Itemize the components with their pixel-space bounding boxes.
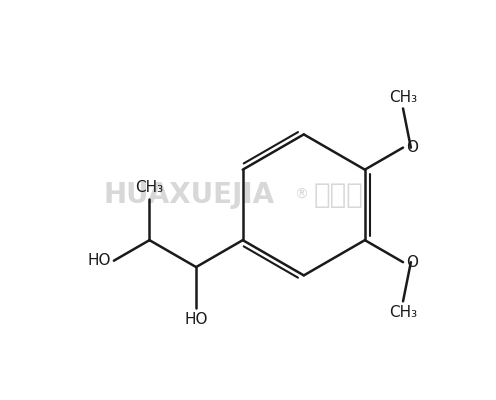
Text: CH₃: CH₃ [135,180,164,195]
Text: CH₃: CH₃ [389,305,417,320]
Text: O: O [406,255,418,270]
Text: HO: HO [87,253,111,268]
Text: CH₃: CH₃ [389,90,417,104]
Text: HUAXUEJIA: HUAXUEJIA [103,181,274,209]
Text: HO: HO [185,312,208,327]
Text: 化学加: 化学加 [313,181,364,209]
Text: ®: ® [294,188,308,202]
Text: O: O [406,140,418,155]
